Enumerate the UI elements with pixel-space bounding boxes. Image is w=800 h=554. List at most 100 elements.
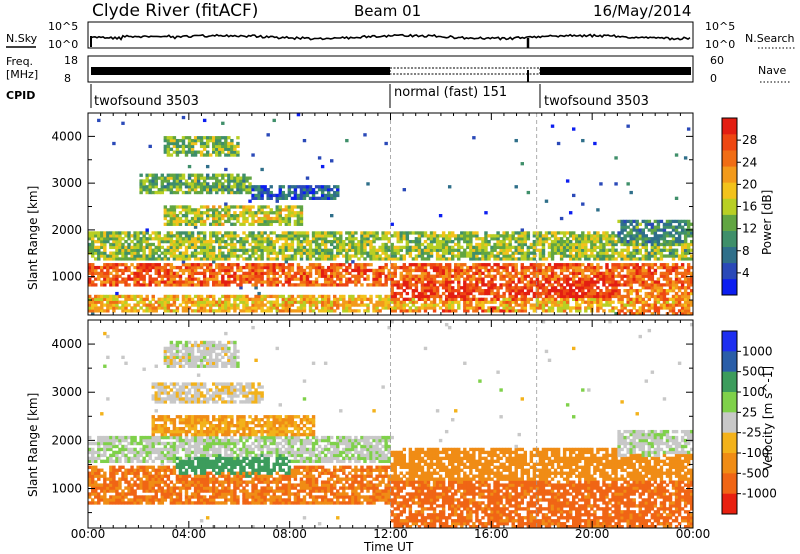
heatmap-cell <box>565 289 570 293</box>
heatmap-cell <box>221 303 225 307</box>
heatmap-cell <box>454 294 458 299</box>
heatmap-cell <box>230 242 234 247</box>
heatmap-cell <box>665 242 670 247</box>
heatmap-cell <box>484 245 488 250</box>
heatmap-cell <box>372 245 376 250</box>
heatmap-cell <box>251 193 255 198</box>
heatmap-cell <box>689 234 694 238</box>
heatmap-cell <box>103 248 107 252</box>
heatmap-cell <box>299 277 304 281</box>
heatmap-cell <box>523 242 528 247</box>
heatmap-cell <box>423 294 428 299</box>
heatmap-cell <box>251 231 255 235</box>
heatmap-cell <box>429 291 434 296</box>
colorbar-tick-label: 4 <box>742 266 750 280</box>
heatmap-cell <box>635 274 639 278</box>
heatmap-cell <box>187 265 192 270</box>
heatmap-cell <box>641 283 645 287</box>
heatmap-cell <box>178 182 183 186</box>
heatmap-cell <box>106 257 110 261</box>
heatmap-cell <box>333 254 337 258</box>
heatmap-cell <box>323 283 328 287</box>
heatmap-cell <box>514 265 518 270</box>
heatmap-cell <box>133 306 137 310</box>
heatmap-cell <box>124 231 128 235</box>
beam-label: Beam 01 <box>354 2 421 20</box>
heatmap-cell <box>199 271 204 275</box>
heatmap-cell <box>656 228 661 232</box>
heatmap-cell <box>635 248 639 252</box>
heatmap-cell <box>278 196 282 200</box>
heatmap-cell <box>384 234 388 238</box>
heatmap-cell <box>175 254 180 258</box>
heatmap-cell <box>254 193 258 198</box>
heatmap-cell <box>454 268 458 273</box>
heatmap-cell <box>269 300 273 304</box>
heatmap-cell <box>572 254 576 258</box>
heatmap-cell <box>541 303 546 307</box>
heatmap-cell <box>166 147 171 151</box>
heatmap-cell <box>278 268 282 273</box>
heatmap-cell <box>181 280 186 284</box>
heatmap-cell <box>584 286 588 290</box>
heatmap-cell <box>565 237 570 241</box>
heatmap-cell <box>632 297 636 301</box>
heatmap-cell <box>599 271 603 275</box>
heatmap-cell <box>517 291 521 296</box>
heatmap-cell <box>218 147 222 151</box>
heatmap-cell <box>514 291 518 296</box>
heatmap-cell <box>299 268 304 273</box>
heatmap-cell <box>426 283 431 287</box>
heatmap-cell <box>686 312 691 316</box>
heatmap-cell <box>184 231 189 235</box>
heatmap-cell <box>351 248 355 252</box>
heatmap-cell <box>635 300 639 304</box>
heatmap-cell <box>290 265 295 270</box>
heatmap-cell <box>136 303 140 307</box>
heatmap-cell <box>339 297 343 301</box>
heatmap-cell <box>97 300 101 304</box>
heatmap-cell <box>233 176 237 180</box>
heatmap-cell <box>317 274 322 278</box>
heatmap-cell <box>109 294 113 299</box>
heatmap-cell <box>426 274 431 278</box>
heatmap-cell <box>426 286 431 290</box>
heatmap-cell <box>447 286 452 290</box>
heatmap-cell <box>402 280 407 284</box>
heatmap-cell <box>242 274 246 278</box>
heatmap-cell <box>109 306 113 310</box>
heatmap-cell <box>378 277 382 281</box>
heatmap-cell <box>272 242 276 247</box>
heatmap-cell <box>333 185 337 189</box>
heatmap-cell <box>514 185 518 189</box>
heatmap-cell <box>499 309 503 313</box>
heatmap-cell <box>251 153 255 157</box>
heatmap-cell <box>659 219 664 224</box>
heatmap-cell <box>511 234 515 238</box>
heatmap-cell <box>163 237 168 241</box>
heatmap-cell <box>420 291 425 296</box>
heatmap-cell <box>257 196 261 200</box>
heatmap-cell <box>686 257 691 261</box>
heatmap-cell <box>130 239 134 244</box>
heatmap-cell <box>466 271 470 275</box>
heatmap-cell <box>514 274 518 278</box>
heatmap-cell <box>596 251 600 255</box>
heatmap-cell <box>242 214 246 218</box>
heatmap-cell <box>148 237 152 241</box>
heatmap-cell <box>689 257 694 261</box>
heatmap-cell <box>224 167 228 172</box>
heatmap-cell <box>402 274 407 278</box>
heatmap-cell <box>650 312 655 316</box>
heatmap-cell <box>656 251 661 255</box>
heatmap-cell <box>260 211 264 215</box>
heatmap-cell <box>435 291 440 296</box>
heatmap-cell <box>659 228 664 232</box>
heatmap-cell <box>511 231 515 235</box>
heatmap-cell <box>345 283 349 287</box>
heatmap-cell <box>151 303 155 307</box>
heatmap-cell <box>205 277 210 281</box>
heatmap-cell <box>148 268 152 273</box>
heatmap-cell <box>323 257 328 261</box>
